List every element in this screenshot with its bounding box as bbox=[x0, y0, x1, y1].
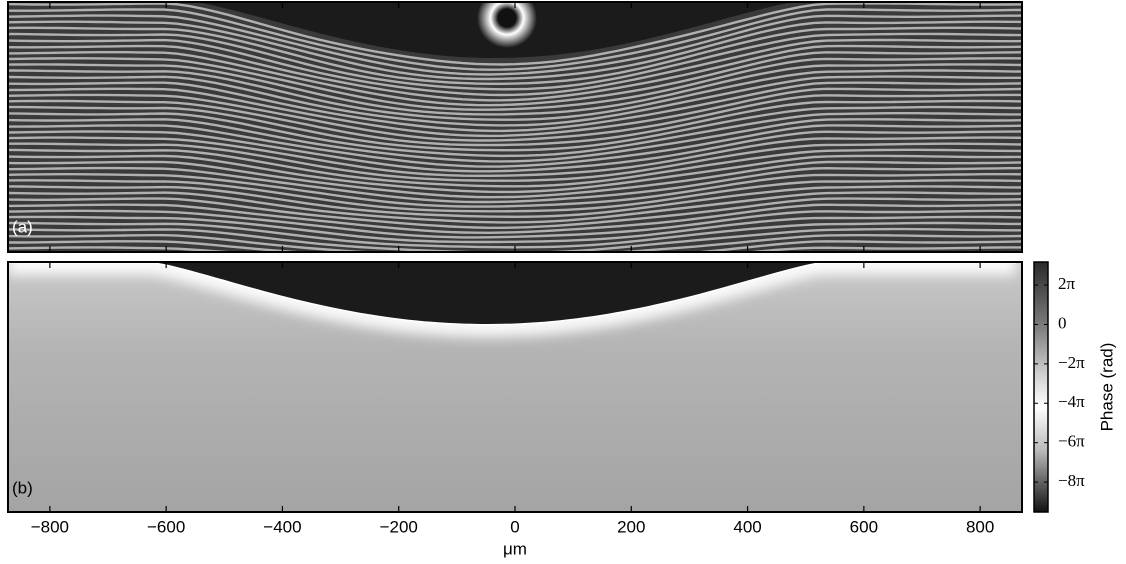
fringe bbox=[8, 44, 1022, 102]
x-tick-label: 400 bbox=[733, 517, 761, 536]
fringe bbox=[8, 14, 1022, 76]
fringe bbox=[8, 51, 1022, 107]
fringe bbox=[8, 87, 1022, 138]
fringe bbox=[8, 191, 1022, 224]
fringe bbox=[8, 136, 1022, 177]
panel-a-image bbox=[8, 2, 1022, 252]
fringe bbox=[8, 32, 1022, 91]
fringe bbox=[8, 148, 1022, 188]
panel-b-image bbox=[8, 262, 1022, 512]
fringe bbox=[8, 197, 1022, 229]
panel-label: (a) bbox=[12, 217, 33, 236]
fringe bbox=[8, 99, 1022, 147]
x-tick-label: 0 bbox=[510, 517, 519, 536]
fringe bbox=[8, 93, 1022, 142]
fringe bbox=[8, 124, 1022, 168]
x-tick-label: −200 bbox=[380, 517, 418, 536]
fringe bbox=[8, 8, 1022, 71]
x-tick-label: 600 bbox=[850, 517, 878, 536]
colorbar-tick-label: −4π bbox=[1058, 392, 1085, 411]
fringe bbox=[8, 227, 1022, 252]
x-tick-label: −400 bbox=[263, 517, 301, 536]
x-tick-label: −600 bbox=[147, 517, 185, 536]
fringe bbox=[8, 179, 1022, 213]
fringe bbox=[8, 160, 1022, 199]
fringe bbox=[8, 81, 1022, 133]
fringe bbox=[8, 215, 1022, 244]
colorbar-tick-label: 2π bbox=[1058, 274, 1076, 293]
fringe bbox=[8, 105, 1022, 152]
fringe bbox=[8, 2, 1022, 66]
colorbar-tick-label: −2π bbox=[1058, 353, 1085, 372]
fringe bbox=[8, 203, 1022, 235]
fringe bbox=[8, 69, 1022, 121]
x-axis-label: μm bbox=[503, 539, 527, 558]
bright-spot bbox=[477, 2, 537, 48]
colorbar-tick-label: −6π bbox=[1058, 432, 1085, 451]
fringe bbox=[8, 118, 1022, 163]
fringe bbox=[8, 166, 1022, 204]
fringe bbox=[8, 26, 1022, 85]
fringe bbox=[8, 112, 1022, 158]
fringe bbox=[8, 246, 1022, 252]
fringe bbox=[8, 75, 1022, 127]
fringe bbox=[8, 154, 1022, 194]
fringe bbox=[8, 173, 1022, 208]
fringe bbox=[8, 240, 1022, 252]
dark-region bbox=[8, 262, 1016, 324]
colorbar-label: Phase (rad) bbox=[1097, 343, 1116, 432]
fringe bbox=[8, 209, 1022, 239]
colorbar-ticks: 2π 0 −2π −4π −6π −8π bbox=[1034, 274, 1085, 490]
x-tick-label: 800 bbox=[966, 517, 994, 536]
colorbar bbox=[1033, 261, 1049, 513]
colorbar-tick-label: 0 bbox=[1058, 313, 1067, 332]
fringe bbox=[8, 38, 1022, 97]
fringe bbox=[8, 234, 1022, 252]
fringe bbox=[8, 20, 1022, 81]
x-tick-label: −800 bbox=[31, 517, 69, 536]
colorbar-tick-label: −8π bbox=[1058, 471, 1085, 490]
panel-label: (b) bbox=[12, 478, 33, 497]
x-tick-label: 200 bbox=[617, 517, 645, 536]
fringe bbox=[8, 130, 1022, 173]
fringe bbox=[8, 57, 1022, 111]
fringe bbox=[8, 63, 1022, 116]
fringe bbox=[8, 185, 1022, 219]
fringe bbox=[8, 142, 1022, 182]
